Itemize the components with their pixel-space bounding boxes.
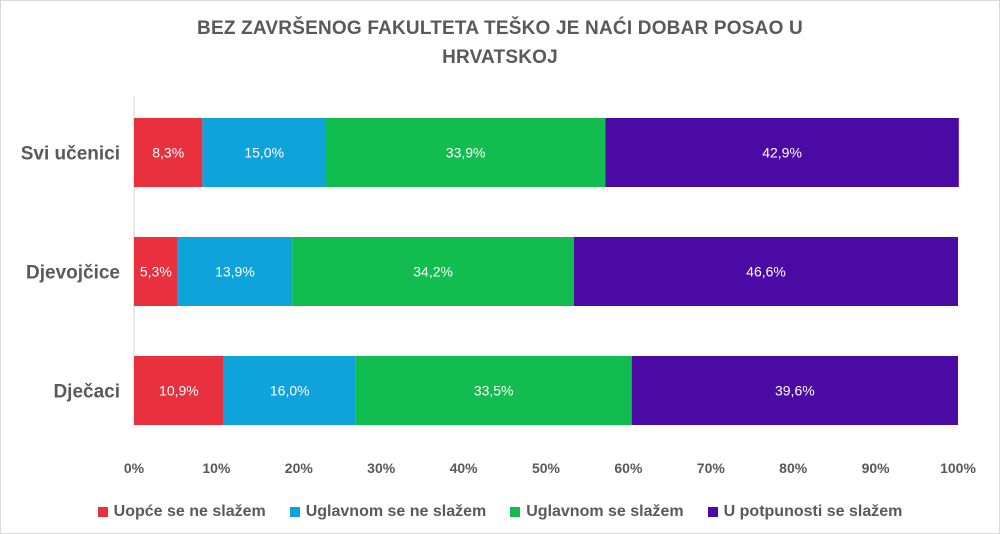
x-tick-label-9: 90%: [862, 460, 891, 476]
legend-item-u-potpunosti-se-slazem: U potpunosti se slažem: [707, 503, 903, 521]
bar-djevojcice-uopce-se-ne-slazem: [134, 237, 178, 306]
category-label-djecaci: Dječaci: [53, 382, 120, 403]
data-label-svi-ucenici-u-potpunosti-se-slazem: 42,9%: [762, 145, 802, 161]
data-label-djecaci-uopce-se-ne-slazem: 10,9%: [159, 383, 199, 399]
category-label-svi-ucenici: Svi učenici: [21, 144, 120, 165]
bar-djevojcice-uglavnom-se-slazem: [292, 237, 575, 306]
chart-title: BEZ ZAVRŠENOG FAKULTETA TEŠKO JE NAĆI DO…: [0, 14, 1000, 72]
legend-swatch-u-potpunosti-se-slazem: [707, 507, 718, 517]
data-label-djecaci-uglavnom-se-slazem: 33,5%: [474, 383, 514, 399]
legend-item-uglavnom-se-slazem: Uglavnom se slažem: [510, 503, 684, 521]
bar-svi-ucenici-uglavnom-se-ne-slazem: [202, 118, 326, 187]
legend-label-uopce-se-ne-slazem: Uopće se ne slažem: [113, 503, 266, 520]
data-label-djecaci-uglavnom-se-ne-slazem: 16,0%: [270, 383, 310, 399]
legend-label-uglavnom-se-slazem: Uglavnom se slažem: [526, 503, 684, 520]
bar-djecaci-uglavnom-se-slazem: [355, 356, 632, 425]
data-label-djevojcice-uopce-se-ne-slazem: 5,3%: [140, 264, 172, 280]
legend-item-uglavnom-se-ne-slazem: Uglavnom se ne slažem: [289, 503, 487, 521]
bar-djecaci-u-potpunosti-se-slazem: [631, 356, 958, 425]
legend-swatch-uopce-se-ne-slazem: [97, 507, 108, 517]
legend-label-u-potpunosti-se-slazem: U potpunosti se slažem: [723, 503, 903, 520]
x-tick-label-3: 30%: [367, 460, 396, 476]
legend-swatch-uglavnom-se-slazem: [510, 507, 521, 517]
bar-djevojcice-uglavnom-se-ne-slazem: [177, 237, 293, 306]
bar-djecaci-uglavnom-se-ne-slazem: [223, 356, 356, 425]
data-label-djevojcice-u-potpunosti-se-slazem: 46,6%: [746, 264, 786, 280]
chart-title-line-2: HRVATSKOJ: [442, 47, 558, 68]
bar-djevojcice-u-potpunosti-se-slazem: [574, 237, 958, 306]
category-label-djevojcice: Djevojčice: [26, 263, 120, 284]
x-tick-label-1: 10%: [202, 460, 231, 476]
data-label-djevojcice-uglavnom-se-ne-slazem: 13,9%: [215, 264, 255, 280]
x-tick-label-7: 70%: [697, 460, 726, 476]
legend-item-uopce-se-ne-slazem: Uopće se ne slažem: [97, 503, 266, 521]
data-label-djevojcice-uglavnom-se-slazem: 34,2%: [413, 264, 453, 280]
x-tick-label-5: 50%: [532, 460, 561, 476]
x-tick-label-0: 0%: [124, 460, 145, 476]
x-tick-label-8: 80%: [779, 460, 808, 476]
bar-svi-ucenici-u-potpunosti-se-slazem: [605, 118, 959, 187]
x-tick-label-10: 100%: [940, 460, 976, 476]
x-tick-label-4: 40%: [450, 460, 479, 476]
legend-swatch-uglavnom-se-ne-slazem: [289, 507, 300, 517]
x-tick-label-2: 20%: [285, 460, 314, 476]
x-tick-label-6: 60%: [614, 460, 643, 476]
data-label-svi-ucenici-uopce-se-ne-slazem: 8,3%: [152, 145, 184, 161]
chart-legend: Uopće se ne slažem Uglavnom se ne slažem U…: [0, 503, 1000, 521]
bar-svi-ucenici-uglavnom-se-slazem: [325, 118, 606, 187]
bar-djecaci-uopce-se-ne-slazem: [134, 356, 224, 425]
data-label-svi-ucenici-uglavnom-se-slazem: 33,9%: [446, 145, 486, 161]
data-label-svi-ucenici-uglavnom-se-ne-slazem: 15,0%: [244, 145, 284, 161]
data-label-djecaci-u-potpunosti-se-slazem: 39,6%: [775, 383, 815, 399]
chart-title-line-1: BEZ ZAVRŠENOG FAKULTETA TEŠKO JE NAĆI DO…: [197, 18, 803, 39]
bar-svi-ucenici-uopce-se-ne-slazem: [134, 118, 203, 187]
legend-label-uglavnom-se-ne-slazem: Uglavnom se ne slažem: [305, 503, 487, 520]
